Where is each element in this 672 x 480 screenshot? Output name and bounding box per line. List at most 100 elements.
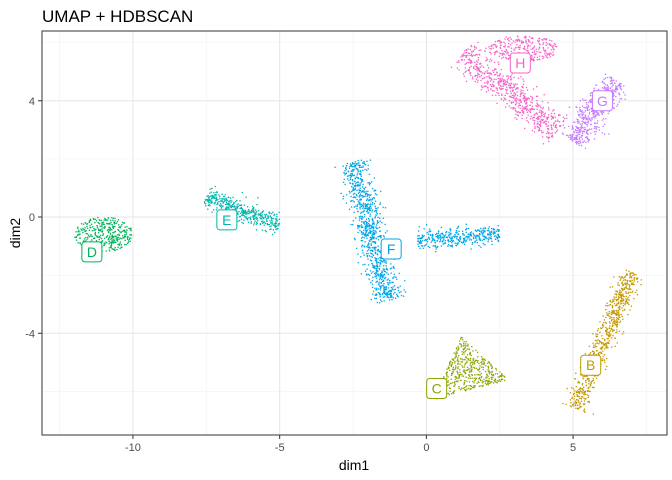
point — [470, 53, 473, 55]
point — [605, 343, 608, 346]
point — [75, 235, 78, 238]
point — [449, 229, 452, 232]
point — [247, 221, 250, 224]
point — [259, 213, 262, 215]
point — [418, 234, 420, 237]
point — [394, 297, 397, 299]
point — [357, 226, 360, 228]
point — [550, 53, 552, 55]
point — [600, 352, 603, 355]
point — [579, 123, 582, 125]
point — [366, 255, 369, 258]
point — [527, 109, 530, 112]
point — [602, 355, 604, 358]
point — [599, 351, 602, 353]
point — [456, 352, 458, 355]
point — [504, 106, 507, 108]
point — [525, 40, 527, 43]
point — [449, 240, 452, 243]
point — [586, 393, 588, 396]
point — [500, 374, 503, 376]
point — [345, 164, 348, 167]
point — [593, 382, 596, 384]
point — [578, 142, 580, 145]
point — [115, 237, 118, 240]
point — [516, 43, 518, 46]
point — [490, 237, 493, 240]
point — [607, 87, 609, 90]
point — [369, 252, 372, 254]
point — [442, 239, 444, 242]
point — [514, 88, 517, 91]
point — [624, 94, 626, 96]
point — [367, 164, 369, 167]
point — [507, 51, 510, 54]
point — [348, 167, 351, 169]
point — [594, 122, 596, 124]
point — [364, 270, 367, 272]
point — [605, 308, 607, 311]
point — [382, 268, 384, 270]
point — [609, 329, 612, 332]
point — [252, 206, 255, 209]
x-axis: -10 -5 0 5 — [125, 435, 576, 454]
point — [525, 39, 527, 41]
point — [499, 380, 502, 382]
point — [208, 196, 210, 199]
point — [371, 233, 374, 236]
point — [596, 113, 599, 116]
point — [522, 110, 525, 113]
point — [127, 241, 130, 244]
point — [612, 84, 614, 86]
point — [530, 37, 533, 40]
point — [489, 231, 491, 234]
point — [445, 375, 448, 377]
point — [478, 68, 480, 70]
point — [579, 106, 581, 109]
point — [623, 283, 625, 286]
point — [450, 372, 453, 375]
point — [360, 203, 363, 206]
point — [523, 99, 526, 102]
point — [215, 197, 217, 200]
x-tick-label: -10 — [125, 442, 141, 454]
point — [494, 238, 497, 240]
point — [542, 111, 544, 114]
point — [508, 95, 511, 98]
point — [574, 138, 577, 141]
point — [590, 100, 592, 103]
point — [361, 249, 364, 252]
point — [390, 272, 392, 274]
point — [479, 374, 481, 376]
point — [465, 80, 468, 82]
point — [465, 340, 467, 343]
point — [345, 168, 348, 171]
point — [613, 276, 615, 278]
point — [587, 400, 589, 403]
point — [360, 237, 363, 239]
point — [377, 207, 379, 209]
point — [485, 81, 488, 84]
point — [445, 230, 448, 233]
point — [465, 385, 468, 387]
point — [619, 301, 622, 303]
point — [100, 225, 103, 228]
point — [478, 385, 481, 387]
point — [226, 203, 228, 205]
point — [544, 53, 546, 55]
point — [608, 317, 611, 320]
point — [213, 195, 215, 197]
point — [490, 73, 493, 75]
point — [462, 349, 465, 351]
point — [487, 233, 489, 236]
point — [126, 237, 129, 239]
point — [210, 198, 212, 200]
point — [606, 305, 609, 307]
point — [235, 200, 237, 203]
point — [618, 84, 620, 87]
point — [474, 65, 476, 67]
point — [530, 54, 533, 57]
point — [601, 359, 604, 362]
point — [464, 50, 466, 52]
point — [113, 239, 115, 242]
